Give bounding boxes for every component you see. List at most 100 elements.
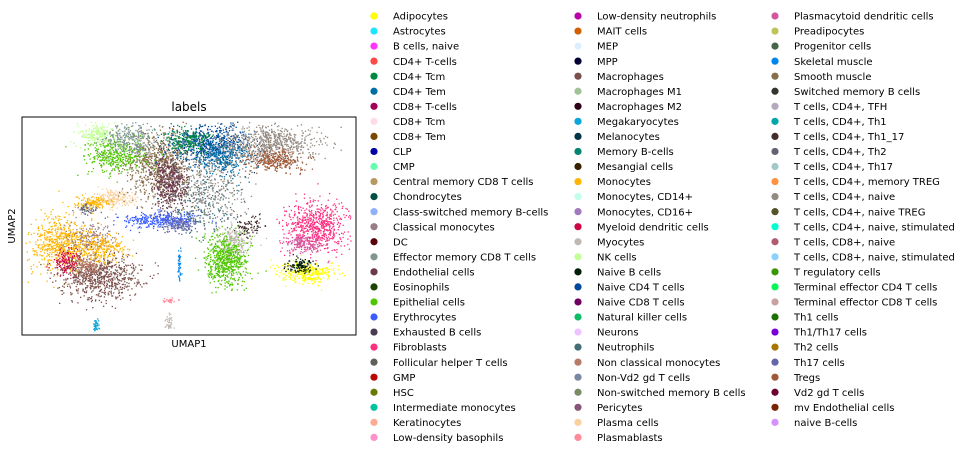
scatter-point [93,288,95,290]
scatter-point [78,261,80,263]
scatter-point [237,144,239,146]
scatter-point [107,245,110,247]
scatter-point [161,163,164,165]
scatter-point [57,243,60,245]
scatter-point [114,274,116,276]
scatter-point [209,137,211,140]
scatter-point [293,133,295,136]
scatter-point [172,150,174,153]
scatter-point [160,183,162,186]
scatter-point [47,231,49,233]
scatter-point [32,248,34,250]
scatter-point [191,141,193,143]
scatter-point [103,254,106,257]
scatter-point [151,189,153,191]
scatter-point [286,139,288,141]
scatter-point [172,199,174,201]
scatter-point [215,155,217,158]
scatter-point [104,275,106,277]
scatter-point [235,150,238,152]
scatter-point [61,268,63,270]
scatter-point [88,232,90,234]
scatter-point [182,139,184,141]
scatter-point [316,131,318,134]
scatter-point [163,147,165,149]
scatter-point [160,140,162,142]
scatter-point [81,237,83,239]
scatter-point [85,271,87,273]
scatter-point [71,240,74,242]
scatter-point [223,168,225,170]
scatter-point [228,159,231,162]
scatter-point [152,153,154,155]
scatter-point [50,226,52,228]
scatter-point [169,196,171,199]
scatter-point [87,266,89,268]
scatter-point [267,154,269,156]
scatter-point [70,245,73,247]
scatter-point [168,168,170,170]
scatter-point [180,163,183,165]
scatter-point [125,265,128,267]
scatter-point [207,153,210,155]
scatter-point [114,192,116,194]
scatter-point [79,209,81,211]
scatter-point [214,149,216,152]
scatter-point [201,146,203,148]
scatter-point [78,243,80,246]
scatter-point [173,195,175,197]
scatter-point [152,167,154,169]
scatter-point [148,169,150,171]
scatter-point [213,152,215,154]
scatter-point [66,266,68,268]
scatter-point [222,148,224,150]
scatter-point [210,153,212,155]
scatter-point [129,201,131,204]
scatter-point [192,205,194,208]
scatter-point [159,207,162,209]
scatter-point [90,235,92,237]
scatter-point [58,253,60,256]
scatter-point [233,164,235,166]
scatter-point [88,209,90,211]
scatter-point [80,207,83,209]
scatter-point [204,135,206,138]
scatter-point [221,166,223,168]
scatter-point [143,142,145,144]
scatter-point [86,244,88,246]
scatter-point [231,161,233,164]
scatter-point [159,176,161,178]
scatter-point [163,173,165,175]
scatter-point [144,160,146,162]
scatter-point [183,138,185,140]
scatter-point [277,134,279,136]
scatter-point [238,158,240,160]
scatter-point [174,199,176,201]
scatter-point [262,134,265,136]
scatter-point [115,245,118,247]
scatter-point [99,280,101,282]
scatter-point [293,135,296,137]
scatter-point [211,125,213,128]
scatter-point [281,149,283,151]
scatter-point [71,261,73,263]
scatter-point [148,147,150,149]
scatter-point [96,260,98,263]
scatter-point [117,279,119,281]
scatter-point [224,162,226,164]
scatter-point [125,196,127,198]
scatter-point [160,159,162,161]
scatter-point [36,255,38,257]
scatter-point [143,184,145,186]
scatter-point [89,283,91,285]
scatter-point [270,147,272,149]
scatter-point [101,254,103,256]
scatter-point [100,247,102,249]
scatter-point [181,177,183,179]
scatter-point [95,258,97,260]
scatter-point [255,138,257,140]
scatter-point [86,247,89,249]
scatter-point [230,157,233,159]
scatter-point [135,187,137,189]
scatter-point [106,203,108,205]
